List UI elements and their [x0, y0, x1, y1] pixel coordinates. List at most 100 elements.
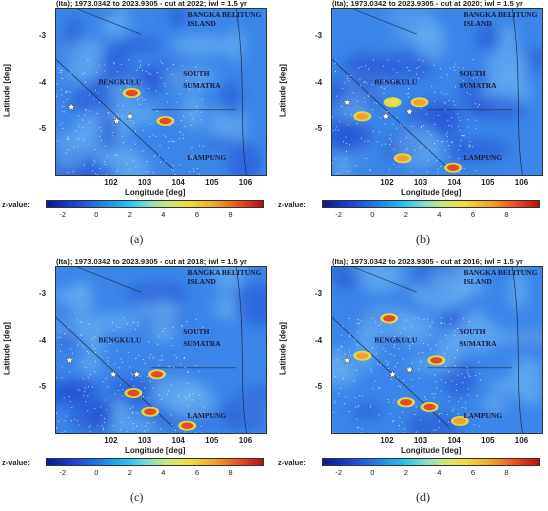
- event-point: [453, 330, 456, 332]
- event-point: [61, 111, 63, 113]
- x-tick-label: 106: [238, 178, 253, 187]
- event-point: [59, 331, 61, 333]
- event-point: [364, 140, 366, 143]
- event-point: [139, 375, 141, 377]
- event-point: [464, 87, 466, 89]
- event-point: [344, 113, 347, 115]
- event-point: [357, 331, 359, 333]
- z-value-patch: [98, 44, 130, 77]
- event-point: [117, 389, 120, 392]
- event-point: [399, 332, 401, 334]
- event-point: [201, 98, 203, 100]
- event-point: [338, 129, 340, 131]
- event-point: [141, 70, 144, 72]
- event-point: [179, 93, 181, 95]
- event-point: [479, 103, 481, 105]
- x-tick-label: 103: [413, 178, 428, 187]
- event-point: [430, 348, 432, 350]
- event-point: [142, 150, 144, 152]
- event-point: [167, 366, 169, 368]
- event-point: [136, 69, 138, 71]
- event-point: [332, 431, 334, 433]
- event-point: [384, 123, 386, 125]
- seismicity-map: BANGKA BELITUNG ISLAND BENGKULU SOUTH SUMATR…: [55, 8, 267, 176]
- event-point: [82, 378, 84, 380]
- y-tick-label: -3: [315, 289, 323, 298]
- event-point: [109, 342, 111, 344]
- event-point: [467, 372, 469, 374]
- event-point: [69, 348, 72, 350]
- colorbar-tick-label: 8: [228, 468, 233, 477]
- event-point: [67, 172, 69, 174]
- event-point: [133, 385, 135, 387]
- province-boundary: [77, 9, 141, 35]
- event-point: [440, 379, 442, 381]
- event-point: [114, 393, 116, 395]
- event-point: [92, 345, 94, 347]
- event-point: [101, 82, 103, 84]
- event-point: [177, 395, 179, 397]
- x-tick-label: 105: [481, 178, 495, 187]
- event-point: [196, 344, 198, 346]
- event-point: [136, 99, 139, 101]
- event-point: [468, 321, 471, 323]
- event-point: [121, 115, 123, 117]
- event-point: [459, 129, 461, 131]
- event-point: [476, 417, 478, 419]
- event-point: [402, 379, 404, 382]
- event-point: [135, 166, 137, 168]
- event-point: [101, 139, 103, 142]
- z-value-patch: [210, 267, 245, 292]
- event-point: [447, 371, 450, 373]
- event-point: [97, 92, 99, 94]
- event-point: [407, 88, 410, 90]
- event-point: [421, 125, 423, 127]
- event-point: [186, 397, 188, 399]
- event-point: [363, 81, 365, 83]
- event-point: [449, 323, 451, 325]
- region-label: SOUTH: [459, 69, 485, 78]
- event-point: [174, 173, 176, 175]
- event-point: [56, 96, 57, 98]
- event-point: [356, 100, 358, 102]
- panel-title: (Ita); 1973.0342 to 2023.9305 - cut at 2…: [56, 0, 248, 8]
- event-point: [464, 340, 466, 342]
- colorbar-tick-label: 4: [437, 210, 442, 219]
- coastline: [511, 267, 523, 433]
- event-point: [191, 146, 193, 148]
- event-point: [459, 331, 461, 333]
- event-point: [358, 395, 360, 397]
- event-point: [433, 64, 435, 66]
- event-point: [158, 394, 160, 396]
- event-point: [393, 336, 396, 338]
- event-point: [120, 358, 122, 360]
- event-point: [70, 72, 72, 74]
- event-point: [190, 113, 192, 115]
- z-value-patch: [149, 302, 178, 344]
- event-point: [375, 353, 377, 355]
- event-point: [82, 361, 84, 363]
- event-point: [196, 105, 198, 108]
- x-axis-label: Longitude [deg]: [125, 188, 186, 197]
- colorbar-tick-label: -2: [59, 468, 67, 477]
- event-point: [119, 82, 122, 84]
- event-point: [202, 414, 204, 416]
- event-point: [120, 63, 123, 66]
- event-point: [380, 86, 382, 88]
- event-point: [113, 329, 115, 332]
- event-point: [67, 138, 70, 140]
- event-point: [406, 137, 408, 139]
- event-point: [342, 326, 344, 328]
- event-point: [458, 400, 460, 403]
- event-point: [349, 170, 351, 172]
- event-point: [87, 395, 89, 397]
- event-point: [425, 398, 427, 400]
- event-point: [81, 119, 83, 121]
- event-point: [336, 172, 338, 175]
- event-point: [117, 169, 119, 171]
- event-point: [77, 115, 79, 117]
- hotspot: [400, 399, 412, 406]
- event-point: [389, 143, 391, 145]
